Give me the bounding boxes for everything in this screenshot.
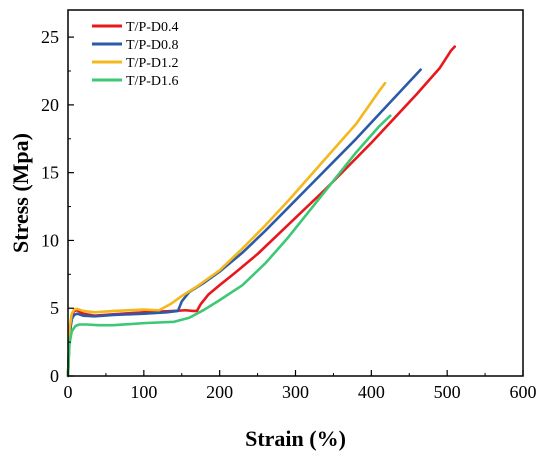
legend-label: T/P-D0.4 [126, 20, 179, 35]
y-tick-label: 15 [41, 163, 59, 183]
series-line [66, 68, 422, 378]
y-tick-label: 5 [50, 298, 59, 318]
legend-label: T/P-D1.2 [126, 56, 179, 71]
y-tick-label: 0 [50, 366, 59, 386]
y-tick-label: 20 [41, 95, 59, 115]
series-lines [66, 45, 457, 378]
x-tick-label: 100 [130, 382, 157, 402]
y-tick-label: 10 [41, 230, 59, 250]
x-tick-label: 300 [282, 382, 309, 402]
series-line [66, 81, 387, 378]
x-tick-label: 400 [358, 382, 385, 402]
x-tick-label: 600 [510, 382, 537, 402]
x-axis-label: Strain (%) [245, 426, 346, 451]
y-tick-label: 25 [41, 27, 59, 47]
y-axis-label: Stress (Mpa) [8, 133, 33, 253]
x-axis-ticks: 0 100 200 300 400 500 600 [64, 370, 537, 402]
legend: T/P-D0.4 T/P-D0.8 T/P-D1.2 T/P-D1.6 [92, 20, 179, 89]
x-tick-label: 200 [206, 382, 233, 402]
series-line [66, 45, 457, 378]
series-line [66, 114, 392, 378]
y-axis-ticks: 0 5 10 15 20 25 [41, 27, 74, 386]
x-tick-label: 500 [434, 382, 461, 402]
legend-label: T/P-D1.6 [126, 74, 179, 89]
x-tick-label: 0 [64, 382, 73, 402]
legend-label: T/P-D0.8 [126, 38, 179, 53]
